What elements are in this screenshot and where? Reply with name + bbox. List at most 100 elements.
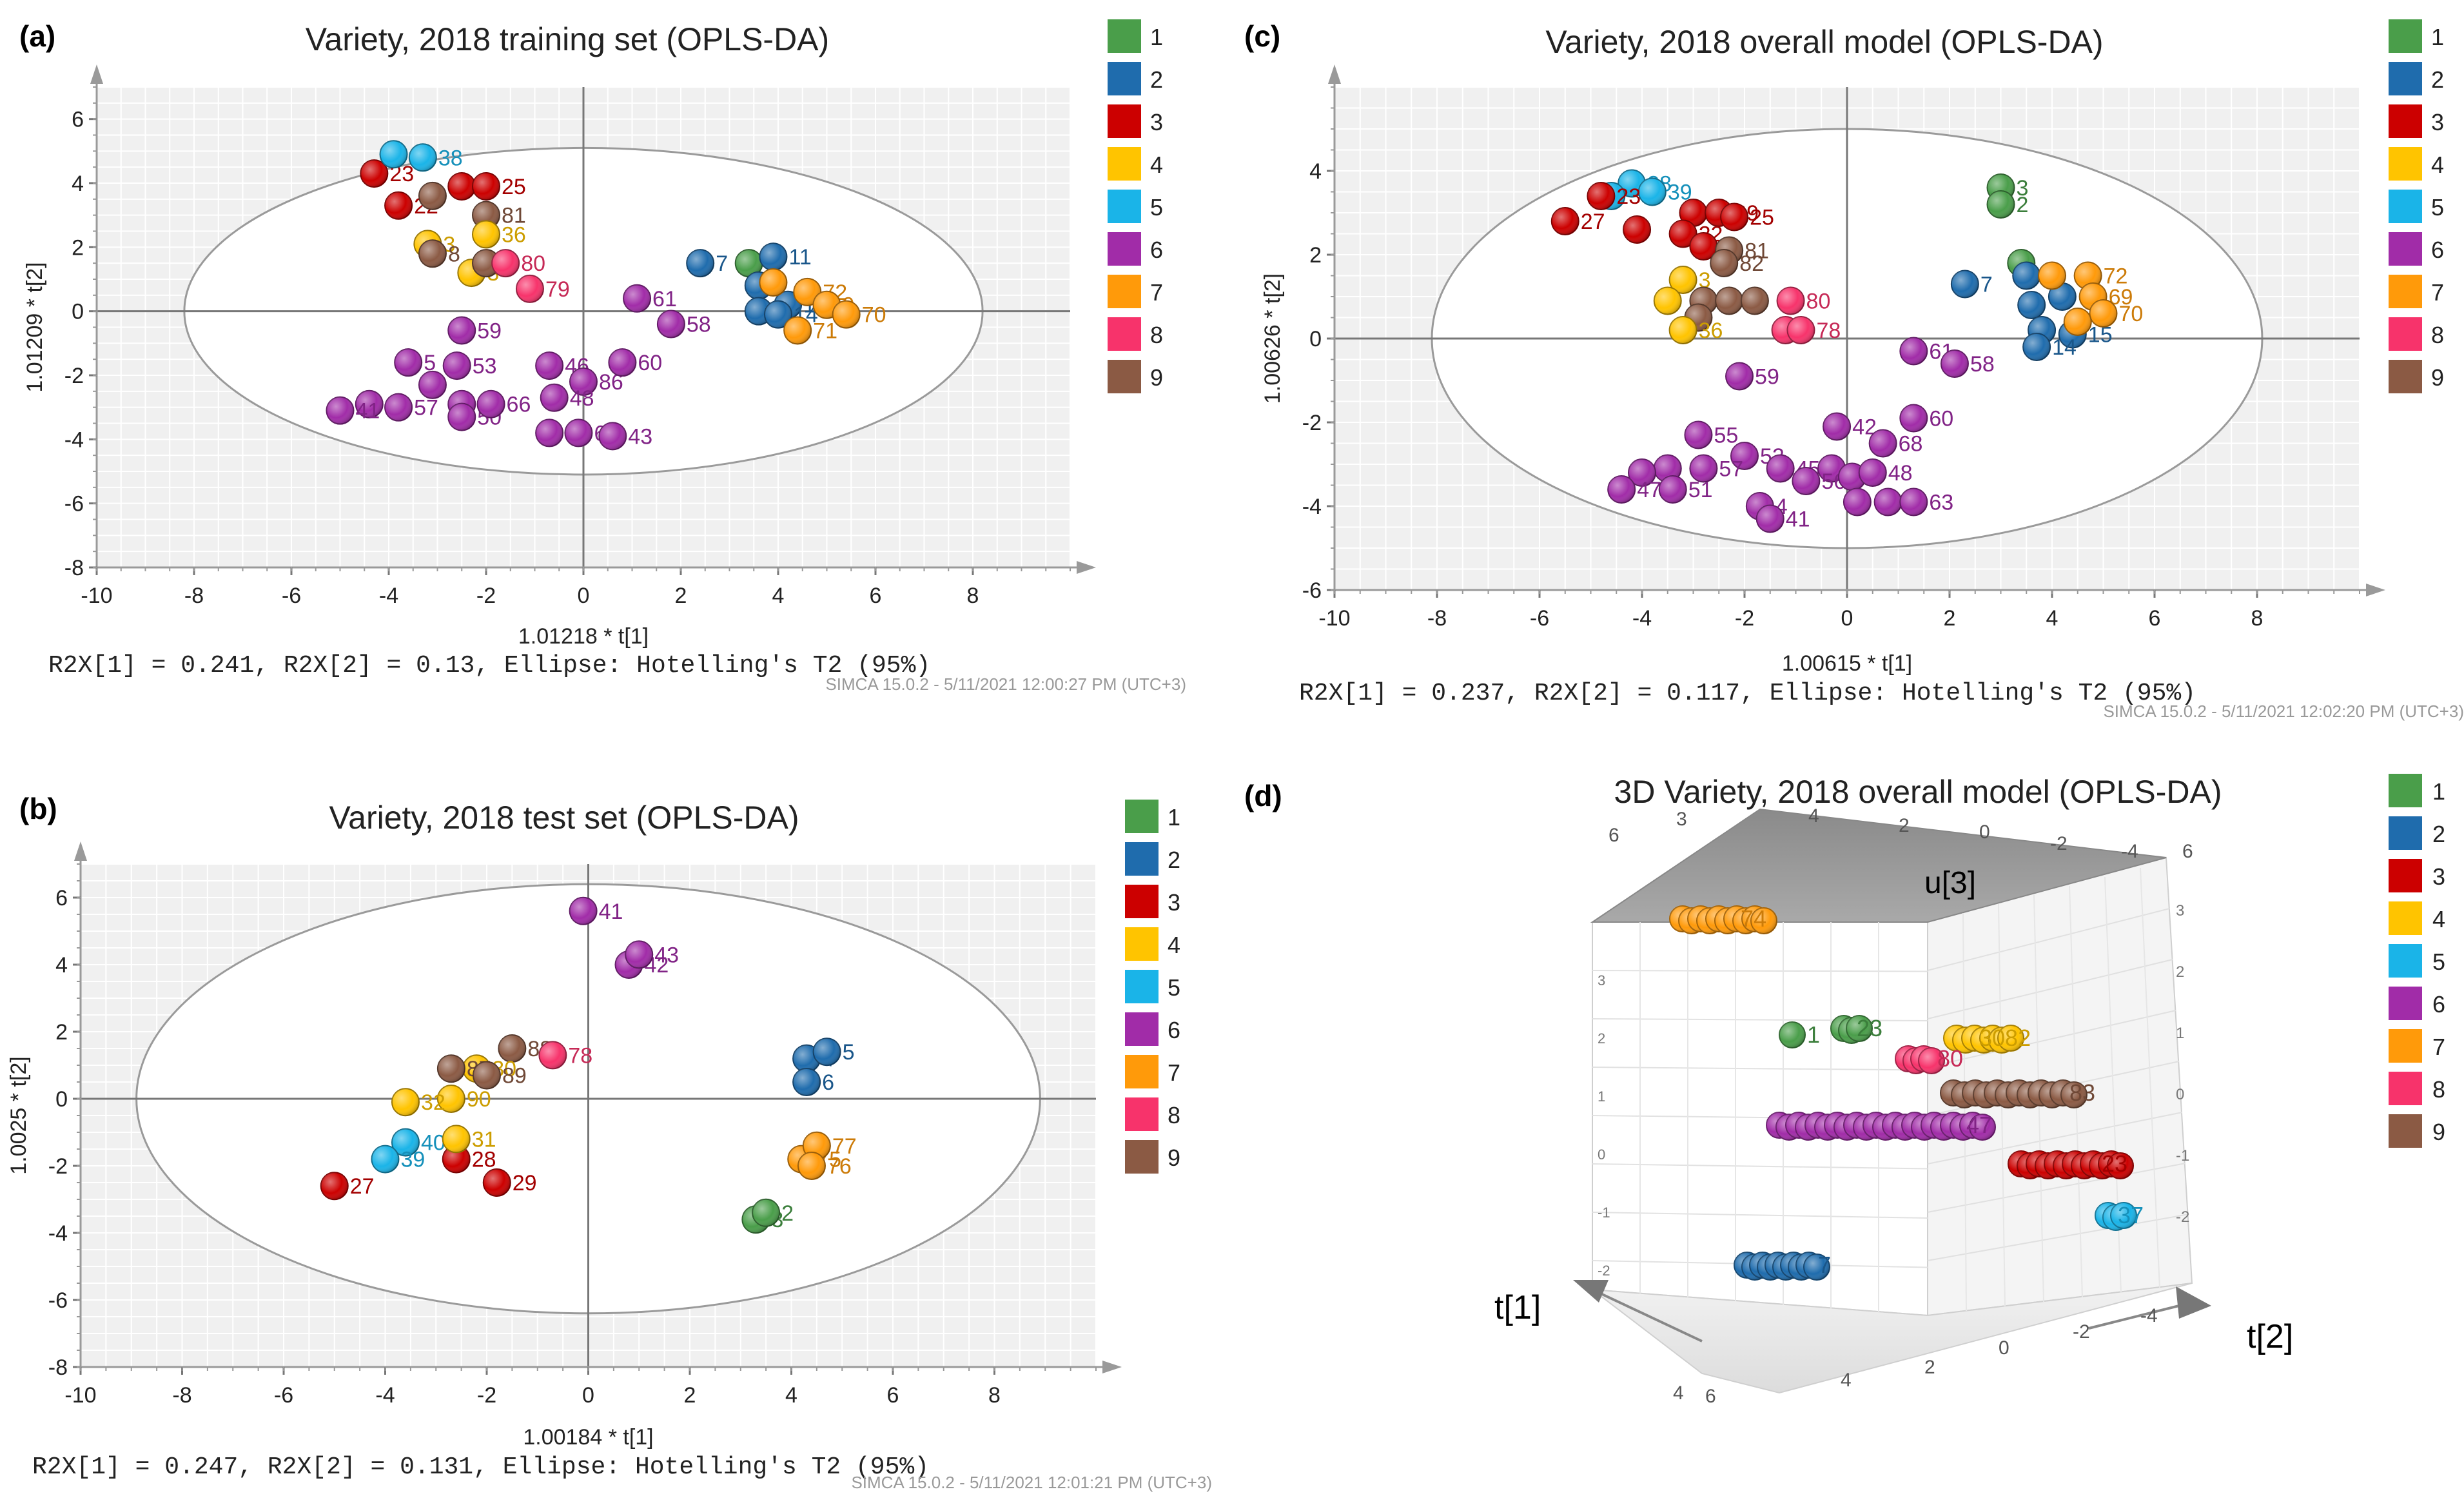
data-point-shade [1951,270,1979,298]
data-point-label: 81 [1745,239,1769,264]
tick-label: 0 [2176,1086,2184,1103]
legend-label-4: 4 [1168,932,1180,958]
data-point-shade [385,192,413,219]
data-point-shade [448,172,476,200]
data-point-shade [569,897,597,925]
data-point-shade [1731,442,1758,469]
x-tick-label: 6 [2149,606,2161,631]
data-point-label: 63 [1929,491,1953,515]
legend-swatch-1 [2389,774,2422,807]
data-point-shade [1623,216,1651,243]
data-point-shade [1900,488,1928,516]
scatter-panel-b: -10 -8 -6 -4 -2 0 2 4 6 8 -8 -6 -4 -2 0 2 4 6 Variety, 201… [6,800,1212,1492]
data-point-shade [1721,203,1748,231]
legend-swatch-9 [2389,360,2422,393]
cluster-label: 23 [1857,1015,1882,1041]
data-point-shade [2074,262,2102,290]
data-point-shade [536,352,563,380]
tick-label: 4 [1808,805,1819,827]
data-point-shade [599,422,627,450]
legend-swatch-3 [2389,859,2422,892]
data-point-label: 58 [687,313,711,337]
legend-label-6: 6 [2432,991,2445,1018]
legend-label-5: 5 [2431,194,2444,221]
x-tick-label: -2 [1735,606,1754,631]
data-point-label: 55 [1714,424,1738,448]
data-point-label: 58 [1970,352,1995,377]
panel-label-b: (b) [19,792,57,825]
software-stamp: SIMCA 15.0.2 - 5/11/2021 12:00:27 PM (UT… [825,674,1186,694]
x-tick-label: 4 [785,1383,797,1408]
data-point-shade [1587,182,1615,210]
cluster-label: 47 [1966,1112,1992,1138]
data-point-label: 14 [2052,335,2077,360]
tick-label: 4 [1673,1382,1684,1404]
legend-label-8: 8 [2431,322,2444,348]
cluster-label: 80 [1937,1045,1963,1072]
data-point-shade [1804,1254,1830,1280]
data-point-label: 59 [477,319,502,343]
data-point-shade [1654,455,1681,482]
data-point-shade [392,1088,419,1116]
data-point-label: 23 [1616,184,1641,209]
legend-swatch-7 [2389,275,2422,308]
x-axis-label: 1.00615 * t[1] [1782,651,1912,676]
legend-label-5: 5 [2432,949,2445,975]
tick-label: 0 [1598,1146,1605,1163]
legend-label-8: 8 [1150,322,1163,348]
legend-swatch-2 [1125,842,1159,876]
tick-label: 1 [1598,1088,1605,1105]
data-point-label: 7 [1980,273,1993,297]
y-tick-label: -2 [64,364,84,388]
legend-swatch-4 [1125,927,1159,961]
data-point-shade [448,403,476,431]
data-point-shade [392,1128,419,1156]
data-point-shade [360,160,388,188]
legend-label-9: 9 [1168,1145,1180,1171]
legend-label-9: 9 [2431,364,2444,391]
data-point-label: 80 [521,251,545,276]
x-tick-label: -4 [1632,606,1652,631]
legend-label-4: 4 [1150,152,1163,178]
legend-label-8: 8 [1168,1102,1180,1128]
x-tick-label: 2 [684,1383,696,1408]
legend-label-3: 3 [2431,109,2444,135]
legend-label-2: 2 [1150,66,1163,93]
wall-gridline [1927,1214,2189,1261]
data-point-label: 38 [438,146,463,170]
data-point-shade [385,393,413,421]
data-point-shade [418,240,446,268]
y-tick-label: -6 [48,1288,68,1313]
data-point-shade [492,250,520,277]
y-tick-label: -8 [64,556,84,580]
x-tick-label: 6 [887,1383,899,1408]
wall-gridline [1592,970,1928,972]
wall-gridline [1592,1163,1928,1170]
legend-swatch-8 [2389,317,2422,351]
legend-label-9: 9 [2432,1119,2445,1145]
data-point-shade [355,390,383,418]
legend-swatch-2 [1108,62,1141,95]
y-axis-arrow [74,841,87,861]
legend-swatch-7 [1108,275,1141,308]
axis-label-t2: t[2] [2247,1318,2293,1355]
legend-label-1: 1 [1168,804,1180,831]
data-point-shade [1987,191,2015,218]
wall-gridline [1927,1163,2186,1213]
cluster-label: 23 [2102,1150,2127,1177]
tick-label: -2 [2073,1321,2090,1343]
data-point-shade [1710,250,1738,277]
data-point-shade [1685,421,1712,449]
data-point-label: 71 [813,319,837,343]
legend-swatch-2 [2389,62,2422,95]
data-point-shade [2018,291,2046,319]
data-point-shade [1669,317,1697,344]
x-tick-label: 4 [772,584,785,608]
legend-label-5: 5 [1168,974,1180,1001]
data-point-shade [1669,266,1697,293]
data-point-shade [657,310,685,338]
legend-swatch-6 [2389,232,2422,266]
tick-label: -1 [2176,1147,2189,1165]
data-point-shade [1777,287,1804,315]
